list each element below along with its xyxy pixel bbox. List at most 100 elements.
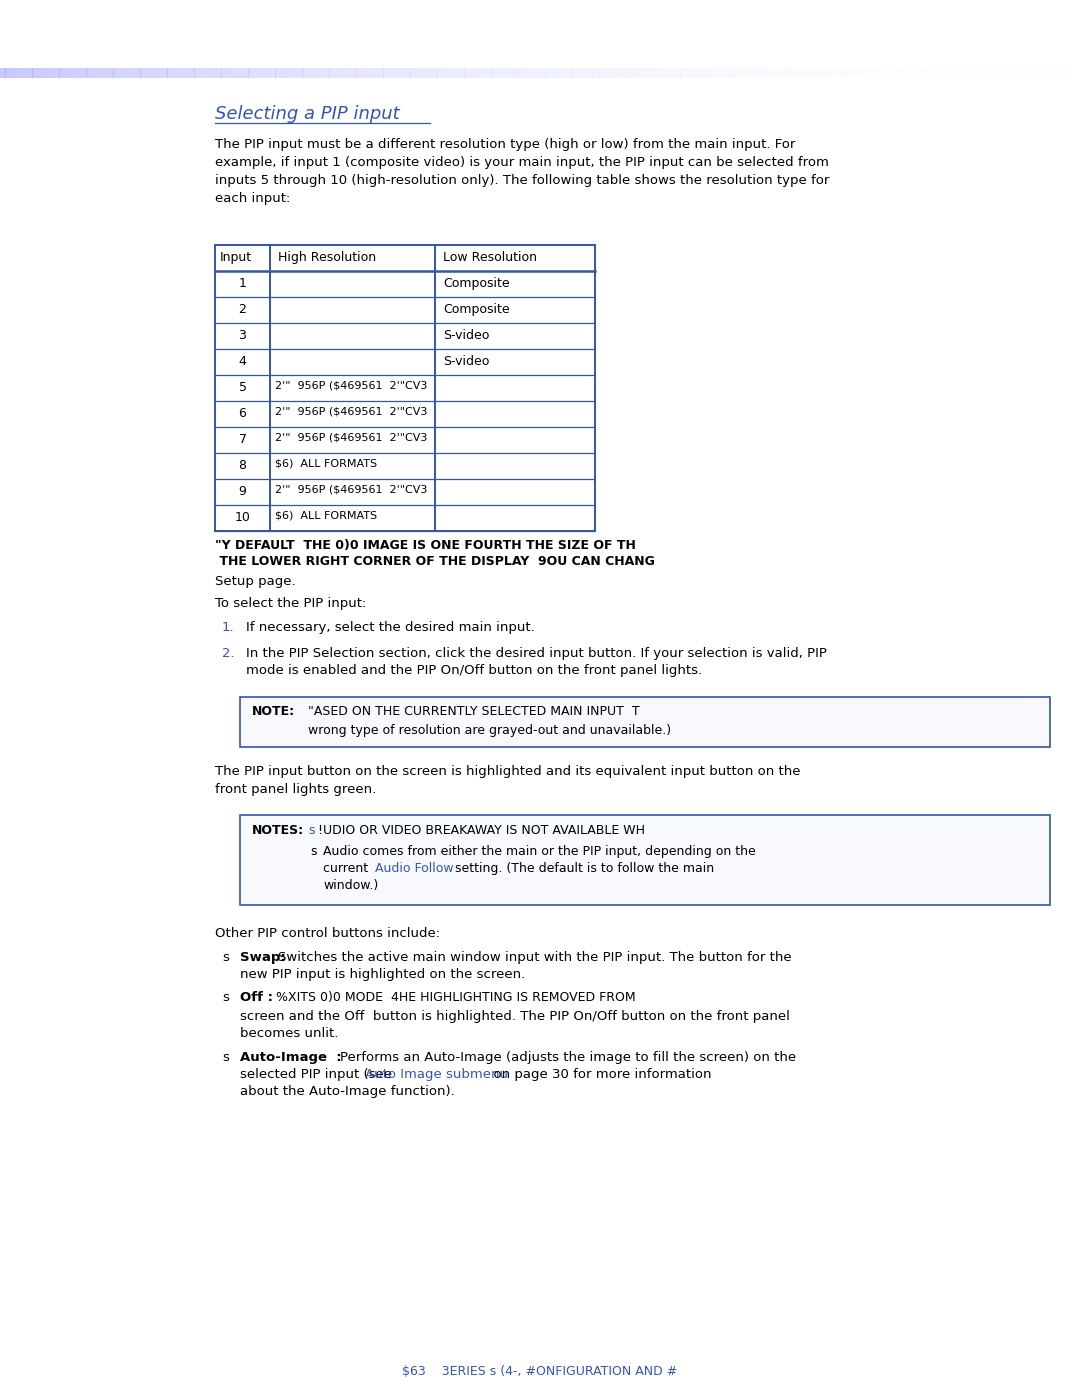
Bar [1037,68,1042,78]
Bar [130,68,135,78]
Bar [761,68,767,78]
Bar [929,68,934,78]
Bar [778,68,783,78]
Bar [545,68,551,78]
Bar [1021,68,1026,78]
Bar [529,68,535,78]
Bar [362,68,367,78]
Text: current: current [323,862,373,875]
Bar [378,68,383,78]
Bar [454,68,459,78]
Bar [27,68,32,78]
Bar [864,68,869,78]
Bar [967,68,972,78]
Bar [281,68,286,78]
Bar [459,68,464,78]
Text: selected PIP input (see: selected PIP input (see [240,1067,401,1081]
Bar [1010,68,1015,78]
Bar [616,68,621,78]
Bar [934,68,940,78]
Bar [254,68,259,78]
Bar [421,68,427,78]
Bar [81,68,86,78]
Bar [389,68,394,78]
Bar [205,68,211,78]
Bar [103,68,108,78]
Bar [945,68,950,78]
Bar [518,68,524,78]
Bar [734,68,740,78]
Text: NOTES:: NOTES: [252,824,305,837]
Bar [97,68,103,78]
Text: setting. (The default is to follow the main: setting. (The default is to follow the m… [451,862,714,875]
Bar [880,68,886,78]
Bar [977,68,983,78]
Bar [572,68,578,78]
Bar [923,68,929,78]
Bar [65,68,70,78]
Bar [108,68,113,78]
Bar [567,68,572,78]
Text: inputs 5 through 10 (high-resolution only). The following table shows the resolu: inputs 5 through 10 (high-resolution onl… [215,175,829,187]
Bar [367,68,373,78]
Bar [92,68,97,78]
Bar [513,68,518,78]
Bar [826,68,832,78]
Bar [918,68,923,78]
Bar [448,68,454,78]
Bar [173,68,178,78]
Text: 2.: 2. [222,647,234,659]
Text: 2: 2 [239,303,246,316]
Bar [810,68,815,78]
Bar [815,68,821,78]
Text: 4: 4 [239,355,246,367]
Bar [308,68,313,78]
Bar [146,68,151,78]
Bar [756,68,761,78]
Bar [227,68,232,78]
Bar [232,68,238,78]
Text: 2'"  956P ($469561  2'"CV3: 2'" 956P ($469561 2'"CV3 [275,433,428,443]
Bar [124,68,130,78]
Bar [5,68,11,78]
Bar [610,68,616,78]
Text: 7: 7 [239,433,246,446]
Text: each input:: each input: [215,191,291,205]
Bar [697,68,702,78]
Bar [86,68,92,78]
Text: If necessary, select the desired main input.: If necessary, select the desired main in… [246,622,535,634]
Bar [988,68,994,78]
Bar [113,68,119,78]
Bar [740,68,745,78]
Bar [481,68,486,78]
Bar [11,68,16,78]
Text: Auto-Image  :: Auto-Image : [240,1051,341,1065]
Bar [405,68,410,78]
Text: Switches the active main window input with the PIP input. The button for the: Switches the active main window input wi… [278,951,792,964]
Bar [497,68,502,78]
Bar [1053,68,1058,78]
Bar [675,68,680,78]
Bar [275,68,281,78]
Bar [983,68,988,78]
Text: %XITS 0)0 MODE  4HE HIGHLIGHTING IS REMOVED FROM: %XITS 0)0 MODE 4HE HIGHLIGHTING IS REMOV… [272,990,636,1004]
Bar [589,68,594,78]
Text: s: s [222,951,229,964]
Bar [194,68,200,78]
Bar [297,68,302,78]
Bar [22,68,27,78]
Bar [200,68,205,78]
Text: Selecting a PIP input: Selecting a PIP input [215,105,400,123]
Bar [713,68,718,78]
Bar [540,68,545,78]
Bar [680,68,686,78]
Bar [464,68,470,78]
Bar [859,68,864,78]
Bar [16,68,22,78]
Text: High Resolution: High Resolution [278,251,376,264]
Bar [913,68,918,78]
Bar [416,68,421,78]
Text: Input: Input [220,251,252,264]
Text: THE LOWER RIGHT CORNER OF THE DISPLAY  9OU CAN CHANG: THE LOWER RIGHT CORNER OF THE DISPLAY 9O… [215,555,654,569]
Bar [248,68,254,78]
